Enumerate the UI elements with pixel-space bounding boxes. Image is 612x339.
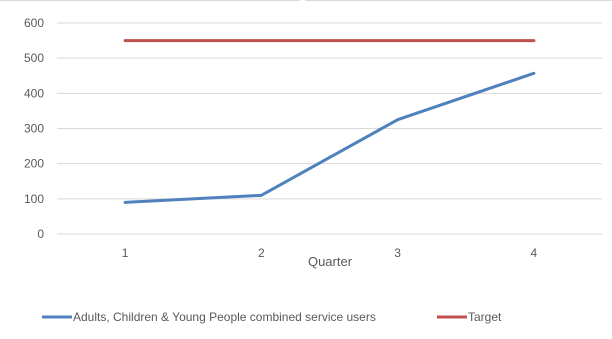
y-tick-label: 0	[37, 227, 44, 241]
y-tick-label: 200	[24, 157, 44, 171]
x-tick-labels: 1 2 3 4	[122, 246, 538, 260]
x-tick-label: 1	[122, 246, 129, 260]
legend-label: Adults, Children & Young People combined…	[73, 310, 376, 324]
y-tick-labels: 0 100 200 300 400 500 600	[24, 16, 44, 241]
series-lines	[123, 39, 536, 204]
y-tick-label: 300	[24, 122, 44, 136]
y-tick-label: 400	[24, 86, 44, 100]
legend: Adults, Children & Young People combined…	[42, 310, 502, 324]
x-tick-label: 2	[258, 246, 265, 260]
y-tick-label: 600	[24, 16, 44, 30]
legend-label: Target	[468, 310, 502, 324]
gridlines	[57, 22, 602, 235]
series-line	[123, 71, 536, 204]
y-tick-label: 100	[24, 192, 44, 206]
x-axis-title: Quarter	[308, 254, 353, 269]
x-tick-label: 4	[531, 246, 538, 260]
x-tick-label: 3	[394, 246, 401, 260]
y-tick-label: 500	[24, 51, 44, 65]
